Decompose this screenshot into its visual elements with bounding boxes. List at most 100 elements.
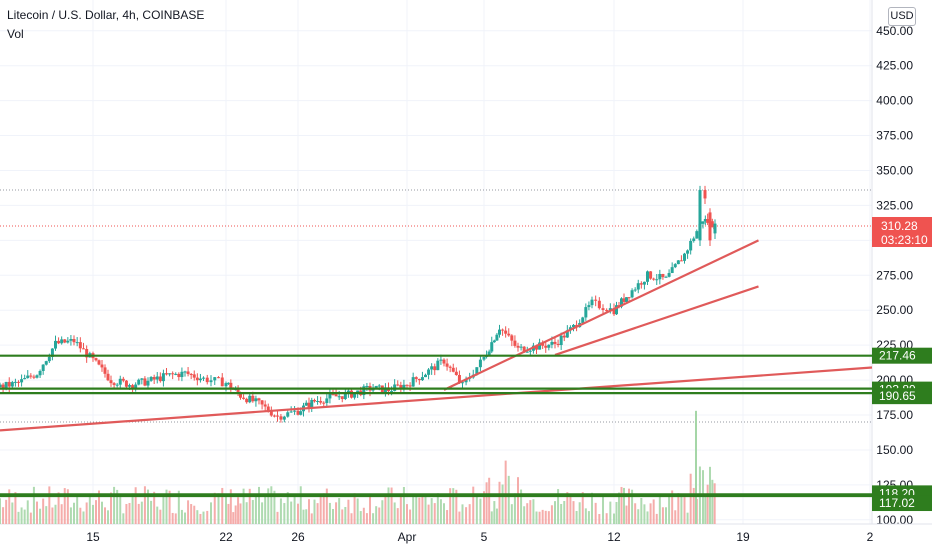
volume-bar bbox=[187, 500, 190, 524]
candle-body bbox=[411, 377, 415, 387]
candle-body bbox=[383, 387, 387, 393]
volume-bar bbox=[399, 493, 402, 524]
volume-bar bbox=[180, 509, 183, 524]
candle-body bbox=[137, 379, 141, 385]
candle-body bbox=[490, 342, 494, 352]
volume-bar bbox=[587, 511, 590, 524]
volume-bar bbox=[66, 489, 69, 524]
x-tick-label: 2 bbox=[867, 530, 874, 544]
candle-body bbox=[149, 377, 153, 381]
volume-bar bbox=[465, 507, 468, 524]
candle-body bbox=[121, 378, 125, 381]
volume-bar bbox=[190, 504, 193, 524]
candle-body bbox=[625, 297, 628, 302]
candle-body bbox=[286, 412, 290, 417]
volume-bar bbox=[661, 507, 664, 524]
candle-body bbox=[667, 273, 671, 277]
candle-body bbox=[276, 415, 279, 417]
volume-bar bbox=[658, 496, 661, 524]
volume-bar bbox=[328, 502, 331, 524]
candle-body bbox=[316, 400, 320, 402]
volume-bar bbox=[387, 487, 390, 524]
candle-body bbox=[396, 384, 400, 386]
volume-bar bbox=[390, 487, 393, 524]
volume-bar bbox=[270, 486, 273, 524]
volume-bar bbox=[221, 487, 224, 524]
volume-bar bbox=[107, 510, 109, 524]
volume-bar bbox=[615, 501, 618, 524]
volume-bar bbox=[276, 511, 279, 524]
candle-body bbox=[642, 281, 646, 285]
candle-body bbox=[94, 358, 98, 361]
volume-bar bbox=[128, 502, 131, 524]
candle-body bbox=[299, 411, 303, 415]
volume-bar bbox=[529, 500, 532, 524]
y-tick-label: 250.00 bbox=[876, 303, 913, 317]
candle-body bbox=[266, 406, 270, 412]
x-tick-label: 15 bbox=[86, 530, 100, 544]
volume-bar bbox=[17, 511, 20, 524]
candle-body bbox=[519, 346, 523, 348]
volume-bar bbox=[153, 491, 156, 524]
candle-body bbox=[371, 389, 375, 391]
volume-bar bbox=[550, 505, 553, 524]
candle-body bbox=[32, 376, 36, 378]
candle-body bbox=[346, 390, 350, 393]
volume-bar bbox=[110, 492, 112, 524]
candle-body bbox=[507, 333, 511, 336]
candle-body bbox=[106, 373, 110, 381]
candle-body bbox=[75, 342, 79, 344]
volume-bar bbox=[485, 482, 488, 524]
volume-bar bbox=[427, 504, 430, 524]
currency-button[interactable]: USD bbox=[888, 7, 916, 26]
volume-bar bbox=[82, 511, 85, 524]
volume-bar bbox=[5, 499, 8, 524]
candle-body bbox=[683, 253, 686, 261]
volume-bar bbox=[560, 503, 563, 524]
candle-body bbox=[495, 334, 499, 341]
volume-bar bbox=[88, 495, 91, 524]
volume-bar bbox=[11, 502, 14, 524]
volume-bar bbox=[353, 493, 356, 524]
volume-bar bbox=[229, 489, 232, 524]
volume-bar bbox=[458, 511, 461, 524]
candle-body bbox=[457, 374, 461, 383]
level-price-label: 217.46 bbox=[879, 349, 916, 363]
volume-bar bbox=[171, 512, 174, 524]
candle-body bbox=[622, 298, 626, 302]
volume-bar bbox=[69, 507, 72, 524]
candle-body bbox=[322, 402, 326, 404]
level-price-label: 190.65 bbox=[879, 389, 916, 403]
volume-bar bbox=[393, 502, 396, 524]
volume-bar bbox=[140, 501, 143, 524]
candle-body bbox=[584, 307, 588, 318]
candle-body bbox=[177, 373, 181, 378]
candle-body bbox=[461, 382, 464, 384]
candle-body bbox=[313, 399, 316, 402]
volume-bar bbox=[283, 503, 286, 524]
volume-bar bbox=[48, 486, 51, 524]
candle-body bbox=[513, 340, 517, 346]
candle-body bbox=[340, 396, 344, 400]
candle-body bbox=[620, 298, 623, 307]
volume-bar bbox=[63, 488, 66, 524]
candle-body bbox=[195, 377, 199, 381]
volume-bar bbox=[443, 503, 445, 524]
volume-bar bbox=[341, 509, 344, 524]
candle-body bbox=[436, 360, 440, 371]
volume-bar bbox=[51, 507, 54, 524]
candle-body bbox=[155, 376, 159, 380]
candle-body bbox=[269, 411, 273, 416]
candle-body bbox=[183, 371, 187, 373]
candle-body bbox=[587, 305, 591, 308]
candle-body bbox=[1, 384, 5, 389]
volume-bar bbox=[279, 498, 282, 524]
candle-body bbox=[205, 377, 209, 383]
x-tick-label: 22 bbox=[219, 530, 233, 544]
candle-body bbox=[272, 415, 276, 417]
volume-bar bbox=[54, 504, 57, 524]
candle-body bbox=[639, 283, 643, 285]
volume-bar bbox=[319, 495, 322, 524]
volume-bar bbox=[598, 513, 601, 524]
